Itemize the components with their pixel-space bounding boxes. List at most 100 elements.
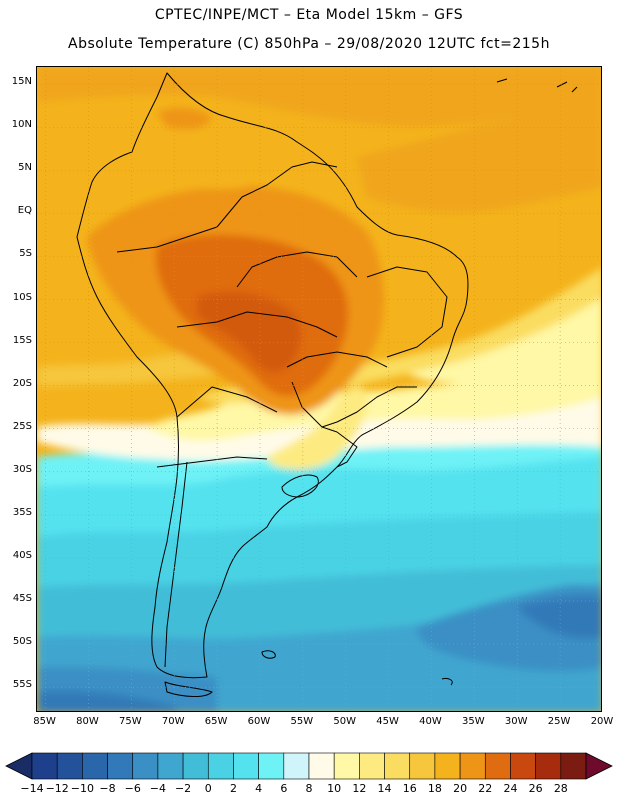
- colorbar-label: −12: [45, 782, 69, 795]
- lat-label: 10S: [12, 291, 32, 303]
- lon-label: 60W: [247, 716, 271, 727]
- colorbar-cell: [182, 752, 209, 780]
- colorbar-cell: [56, 752, 83, 780]
- colorbar-cell: [207, 752, 234, 780]
- colorbar-cell: [510, 752, 536, 780]
- south-georgia: [441, 678, 453, 686]
- colorbar-label: 18: [427, 782, 442, 795]
- colorbar-label: 16: [402, 782, 417, 795]
- colorbar-low-triangle: [5, 752, 33, 780]
- colorbar-label: 26: [528, 782, 543, 795]
- colorbar-label: 12: [352, 782, 367, 795]
- colorbar: [5, 752, 613, 780]
- colorbar-label: −10: [70, 782, 94, 795]
- lat-label: 5N: [18, 162, 32, 174]
- lat-label: 5S: [19, 248, 32, 260]
- colorbar-cell: [359, 752, 385, 780]
- band-18c-atlantic: [357, 102, 601, 213]
- band-22c-core: [197, 292, 302, 373]
- colorbar-label: 20: [453, 782, 468, 795]
- colorbar-high-triangle: [585, 752, 613, 780]
- lon-label: 80W: [76, 716, 99, 727]
- lon-label: 20W: [590, 716, 614, 727]
- colorbar-label: 4: [255, 782, 263, 795]
- border-uruguay: [336, 431, 358, 468]
- lon-label: 50W: [333, 716, 357, 727]
- colorbar-label: 28: [553, 782, 568, 795]
- lat-label: 25S: [12, 420, 32, 432]
- border-bolivia-south: [176, 386, 278, 418]
- lon-label: 25W: [547, 716, 571, 727]
- colorbar-label: 6: [280, 782, 288, 795]
- band-12c: [197, 268, 601, 404]
- map-title-line-1: CPTEC/INPE/MCT – Eta Model 15km – GFS: [154, 7, 464, 23]
- lat-label: 15S: [12, 334, 32, 346]
- band-m8c: [517, 596, 601, 639]
- colorbar-cell: [258, 752, 285, 780]
- colorbar-label: −4: [149, 782, 167, 795]
- lat-label: 40S: [12, 549, 32, 561]
- colorbar-label: −6: [124, 782, 141, 795]
- band-10c-plata: [267, 386, 368, 470]
- border-peru-brazil: [176, 311, 338, 338]
- map-canvas: [37, 67, 601, 711]
- border-brazil-states-north: [236, 251, 358, 288]
- border-brazil-states-south: [321, 386, 417, 428]
- colorbar-cell: [82, 752, 108, 780]
- lat-label: 35S: [12, 506, 32, 518]
- lon-label: 75W: [119, 716, 142, 727]
- colorbar-cell: [107, 752, 134, 780]
- colorbar-cell: [132, 752, 159, 780]
- lat-label: 30S: [12, 463, 32, 475]
- colorbar-label: −2: [174, 782, 192, 795]
- colorbar-label: −8: [99, 782, 116, 795]
- lat-label: 45S: [12, 593, 32, 605]
- lat-label: 50S: [12, 636, 32, 648]
- border-brazil-states-central: [286, 351, 388, 368]
- colorbar-cell: [535, 752, 562, 780]
- colorbar-cell: [384, 752, 411, 780]
- border-brazil-states-northeast: [366, 266, 448, 358]
- colorbar-cell: [31, 752, 58, 780]
- lon-label: 40W: [419, 716, 442, 727]
- lat-label: EQ: [17, 205, 32, 217]
- lon-label: 45W: [376, 716, 399, 727]
- colorbar-label: 14: [377, 782, 392, 795]
- tierra-del-fuego: [164, 681, 213, 697]
- band-18c-caribbean: [37, 67, 601, 127]
- band-20c-venezuela: [157, 107, 212, 130]
- map-title-line-2: Absolute Temperature (C) 850hPa – 29/08/…: [68, 36, 550, 52]
- temperature-field: [37, 67, 601, 711]
- lat-label: 20S: [12, 377, 32, 389]
- colorbar-label: 2: [229, 782, 237, 795]
- colorbar-cell: [233, 752, 259, 780]
- lat-label: 10N: [11, 119, 32, 131]
- colorbar-label: 24: [503, 782, 518, 795]
- colorbar-label: −14: [20, 782, 44, 795]
- band-18c-north: [107, 125, 248, 190]
- colorbar-cell: [560, 752, 587, 780]
- lat-label: 55S: [12, 679, 32, 691]
- colorbar-cell: [308, 752, 335, 780]
- colorbar-cell: [333, 752, 360, 780]
- coastlines-and-borders: [76, 72, 578, 697]
- rio-de-la-plata: [281, 474, 319, 498]
- lon-label: 85W: [33, 716, 56, 727]
- colorbar-label: 10: [327, 782, 342, 795]
- colorbar-label: 8: [305, 782, 313, 795]
- colorbar-cell: [459, 752, 486, 780]
- band-8c: [147, 332, 601, 441]
- border-paraguay: [291, 381, 338, 433]
- lat-label: 15N: [11, 76, 32, 88]
- colorbar-cell: [283, 752, 310, 780]
- colorbar-label: 0: [204, 782, 212, 795]
- band-m8c-sw: [37, 691, 177, 711]
- continent-outline: [76, 72, 469, 679]
- colorbar-label: 22: [478, 782, 493, 795]
- border-colombia: [116, 196, 243, 253]
- colorbar-cell: [157, 752, 184, 780]
- lon-label: 35W: [462, 716, 485, 727]
- colorbar-cell: [409, 752, 436, 780]
- temperature-map[interactable]: [36, 66, 602, 712]
- falkland-islands: [261, 650, 276, 659]
